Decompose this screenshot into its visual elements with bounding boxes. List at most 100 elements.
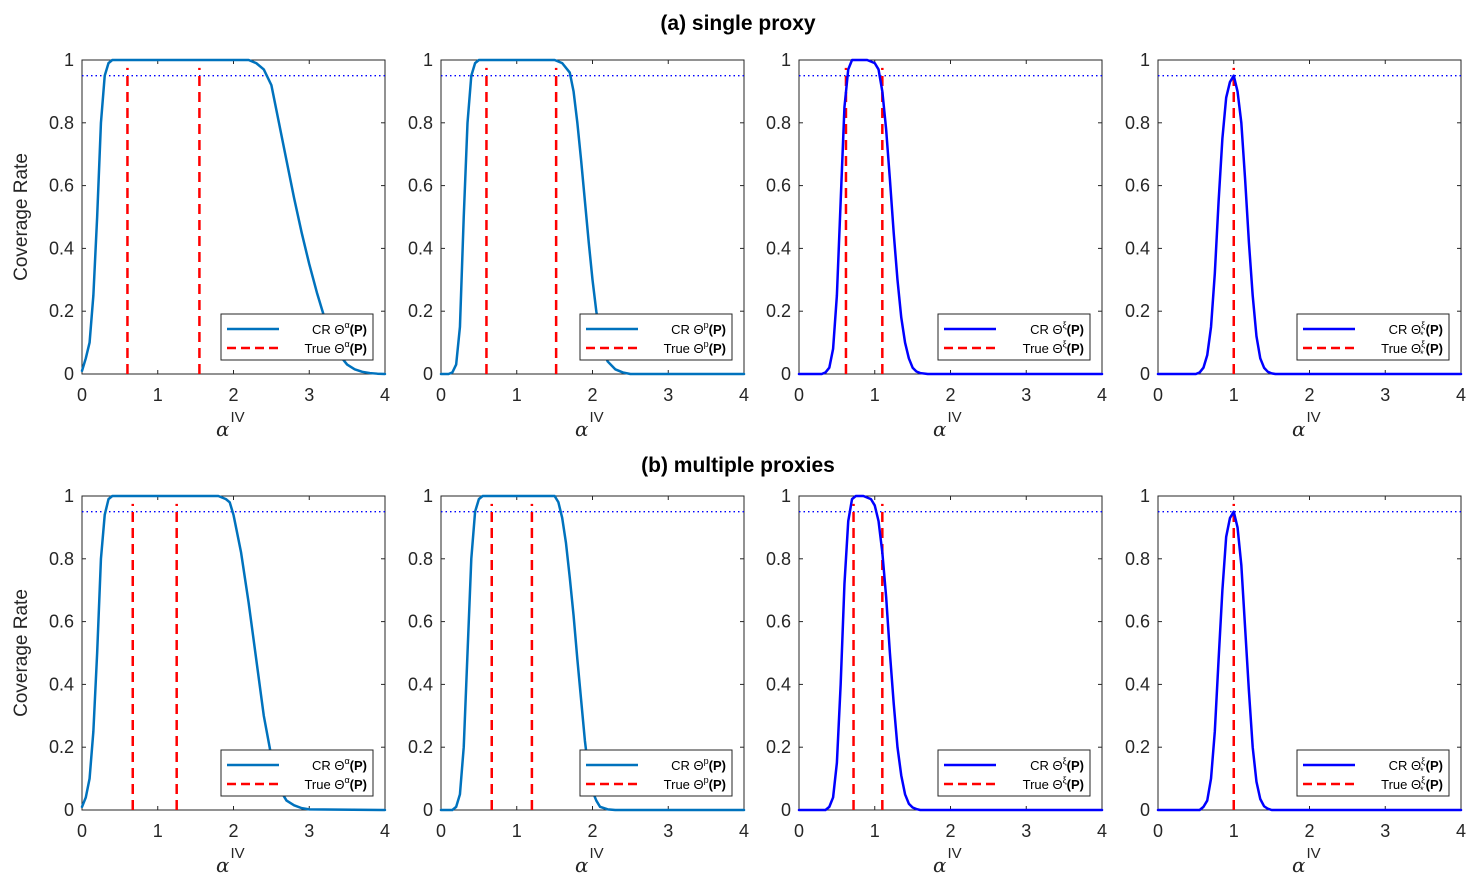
x-tick-label: 2 [945,385,955,405]
legend-label-cr: CR Θp(P) [671,320,726,337]
legend-label-true: True Θp(P) [664,775,726,792]
x-tick-label: 2 [587,821,597,841]
x-axis-label-superscript: IV [231,409,245,426]
x-tick-label: 0 [1153,385,1163,405]
panel-title-a: (a) single proxy [660,12,816,35]
x-axis-label-symbol: α [1292,853,1306,877]
y-tick-label: 0.4 [49,238,74,258]
legend-label-true: True Θα(P) [304,339,367,356]
y-tick-label: 0.4 [408,674,433,694]
x-tick-label: 1 [512,385,522,405]
chart-a-1: 0 1 2 3 4 0 0.2 0.4 0.6 0.8 1 α IV Coverage Rate CR Θα… [11,50,390,441]
y-axis-label: Coverage Rate [11,153,32,281]
y-tick-label: 1 [64,50,74,70]
x-tick-label: 3 [663,385,673,405]
y-tick-label: 0 [64,800,74,820]
coverage-series-line [439,494,746,812]
y-tick-label: 0 [423,364,433,384]
legend-label-true: True Θp(P) [664,339,726,356]
legend-label-cr: CR Θα(P) [312,320,367,337]
y-tick-label: 0.8 [1125,113,1150,133]
legend-box [937,313,1091,361]
legend-box [1296,313,1450,361]
legend-box [579,749,733,797]
y-tick-label: 0.4 [49,674,74,694]
x-tick-label: 3 [304,821,314,841]
y-tick-label: 0.6 [1125,176,1150,196]
x-axis-label-superscript: IV [948,845,962,862]
x-tick-label: 3 [1021,385,1031,405]
y-tick-label: 0 [1140,800,1150,820]
legend-box [220,313,374,361]
x-tick-label: 3 [304,385,314,405]
y-tick-label: 0 [781,800,791,820]
y-tick-label: 0.2 [1125,301,1150,321]
y-tick-label: 0.2 [49,301,74,321]
x-tick-label: 4 [1097,385,1107,405]
x-tick-label: 2 [228,821,238,841]
x-tick-label: 0 [794,821,804,841]
y-tick-label: 0.4 [766,238,791,258]
y-tick-label: 0 [423,800,433,820]
coverage-series-line [80,58,387,376]
legend-label-cr: CR Θξ(P) [1030,320,1084,337]
y-tick-label: 0.8 [49,549,74,569]
x-tick-label: 4 [1456,821,1466,841]
x-tick-label: 2 [1304,385,1314,405]
x-tick-label: 0 [794,385,804,405]
legend-box [579,313,733,361]
x-tick-label: 3 [1021,821,1031,841]
y-tick-label: 1 [64,486,74,506]
legend-label-true: True Θξ * (P) [1381,775,1443,795]
chart-b-3: 0 1 2 3 4 0 0.2 0.4 0.6 0.8 1 α IV CR Θξ(P) True Θξ(P) [766,486,1107,877]
x-axis-label-superscript: IV [1307,409,1321,426]
y-tick-label: 0.8 [408,113,433,133]
y-tick-label: 0.2 [49,737,74,757]
y-tick-label: 1 [423,486,433,506]
y-tick-label: 1 [423,50,433,70]
x-tick-label: 1 [153,385,163,405]
x-tick-label: 1 [512,821,522,841]
y-axis-label: Coverage Rate [11,589,32,717]
x-tick-label: 1 [1229,821,1239,841]
y-tick-label: 0.4 [1125,238,1150,258]
y-tick-label: 0.6 [766,176,791,196]
x-axis-label-superscript: IV [1307,845,1321,862]
y-tick-label: 0 [1140,364,1150,384]
legend-box [937,749,1091,797]
x-tick-label: 2 [1304,821,1314,841]
legend-label-cr: CR Θξ * (P) [1389,756,1443,776]
x-axis-label-symbol: α [216,417,230,441]
x-tick-label: 1 [1229,385,1239,405]
coverage-series-line [797,58,1104,376]
x-tick-label: 4 [1456,385,1466,405]
y-tick-label: 0.2 [1125,737,1150,757]
legend-label-cr: CR Θp(P) [671,756,726,773]
y-tick-label: 0.8 [49,113,74,133]
coverage-series-line [1156,510,1463,812]
y-tick-label: 0 [781,364,791,384]
x-axis-label-symbol: α [933,417,947,441]
y-tick-label: 0.6 [408,176,433,196]
legend-label-true: True Θξ(P) [1023,775,1084,792]
legend-box [1296,749,1450,797]
x-tick-label: 2 [228,385,238,405]
x-axis-label-superscript: IV [590,845,604,862]
x-tick-label: 2 [945,821,955,841]
y-tick-label: 0.2 [766,301,791,321]
chart-b-2: 0 1 2 3 4 0 0.2 0.4 0.6 0.8 1 α IV CR Θp(P) True Θp(P) [408,486,749,877]
y-tick-label: 0.6 [49,176,74,196]
y-tick-label: 0.6 [408,612,433,632]
y-tick-label: 0.8 [408,549,433,569]
legend-label-cr: CR Θξ(P) [1030,756,1084,773]
x-tick-label: 4 [380,385,390,405]
x-axis-label-symbol: α [575,853,589,877]
chart-b-4: 0 1 2 3 4 0 0.2 0.4 0.6 0.8 1 α IV CR Θξ * (P)True Θξ *(… [1125,486,1466,877]
x-tick-label: 3 [1380,385,1390,405]
legend-label-cr: CR Θξ * (P) [1389,320,1443,340]
y-tick-label: 0.8 [766,113,791,133]
x-tick-label: 0 [1153,821,1163,841]
legend-label-true: True Θα(P) [304,775,367,792]
x-tick-label: 4 [739,385,749,405]
